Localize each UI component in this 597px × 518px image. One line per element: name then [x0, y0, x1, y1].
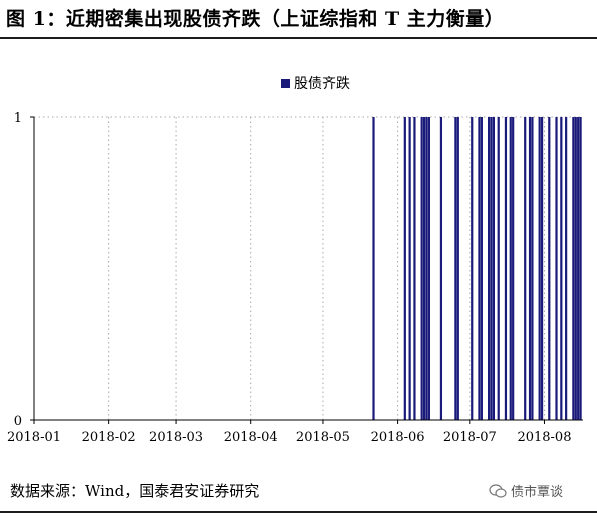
bar [490, 117, 493, 420]
axes: 0 1 [14, 111, 583, 429]
bar [512, 117, 515, 420]
gridlines [34, 116, 583, 420]
bar [555, 117, 558, 420]
top-rule [0, 37, 597, 39]
bar [403, 117, 406, 420]
bar [540, 117, 544, 420]
bar [574, 117, 577, 420]
x-tick-label: 2018-07 [443, 430, 497, 445]
data-source-note: 数据来源：Wind，国泰君安证券研究 [10, 482, 260, 500]
bar [560, 117, 563, 420]
bar [372, 117, 375, 420]
x-tick-label: 2018-08 [517, 430, 571, 445]
bar [408, 117, 411, 420]
bar [439, 117, 443, 420]
bar [422, 117, 426, 420]
watermark-text: 债市覃谈 [511, 485, 564, 500]
bar [456, 117, 459, 420]
bar [420, 117, 423, 420]
bar [531, 117, 534, 420]
bar [565, 117, 568, 420]
x-tick-label: 2018-03 [149, 430, 203, 445]
x-tick-label: 2018-04 [224, 430, 278, 445]
bar [538, 117, 541, 420]
y-tick-label-0: 0 [14, 414, 22, 429]
bar [548, 117, 551, 420]
bottom-rule [0, 511, 597, 513]
bar [471, 117, 474, 420]
bar [504, 117, 508, 420]
legend-label: 股债齐跌 [294, 76, 350, 92]
bar [480, 117, 483, 420]
legend: 股债齐跌 [281, 76, 350, 92]
x-tick-label: 2018-05 [296, 430, 350, 445]
watermark: 债市覃谈 [489, 484, 563, 502]
bar [492, 117, 496, 420]
bar [487, 117, 491, 420]
wechat-icon [489, 484, 507, 498]
bar [572, 117, 575, 420]
bars [372, 117, 582, 420]
x-tick-label: 2018-02 [82, 430, 136, 445]
bar-chart: 0 1 2018-01 2018-02 2018-03 2018-04 2018-05 2… [7, 76, 583, 445]
y-tick-label-1: 1 [14, 111, 22, 126]
x-tick-labels: 2018-01 2018-02 2018-03 2018-04 2018-05 2018-… [7, 420, 571, 445]
bar [509, 117, 512, 420]
legend-swatch [281, 79, 290, 88]
bar [577, 117, 580, 420]
bar [413, 117, 416, 420]
bar [454, 117, 457, 420]
chart-title: 图 1：近期密集出现股债齐跌（上证综指和 T 主力衡量） [6, 8, 505, 30]
bar [579, 117, 582, 420]
bar [497, 117, 500, 420]
bar [427, 117, 430, 420]
x-tick-label: 2018-01 [7, 430, 61, 445]
bar [425, 117, 428, 420]
bar [528, 117, 532, 420]
bar [524, 117, 527, 420]
bar [478, 117, 481, 420]
x-tick-label: 2018-06 [371, 430, 425, 445]
